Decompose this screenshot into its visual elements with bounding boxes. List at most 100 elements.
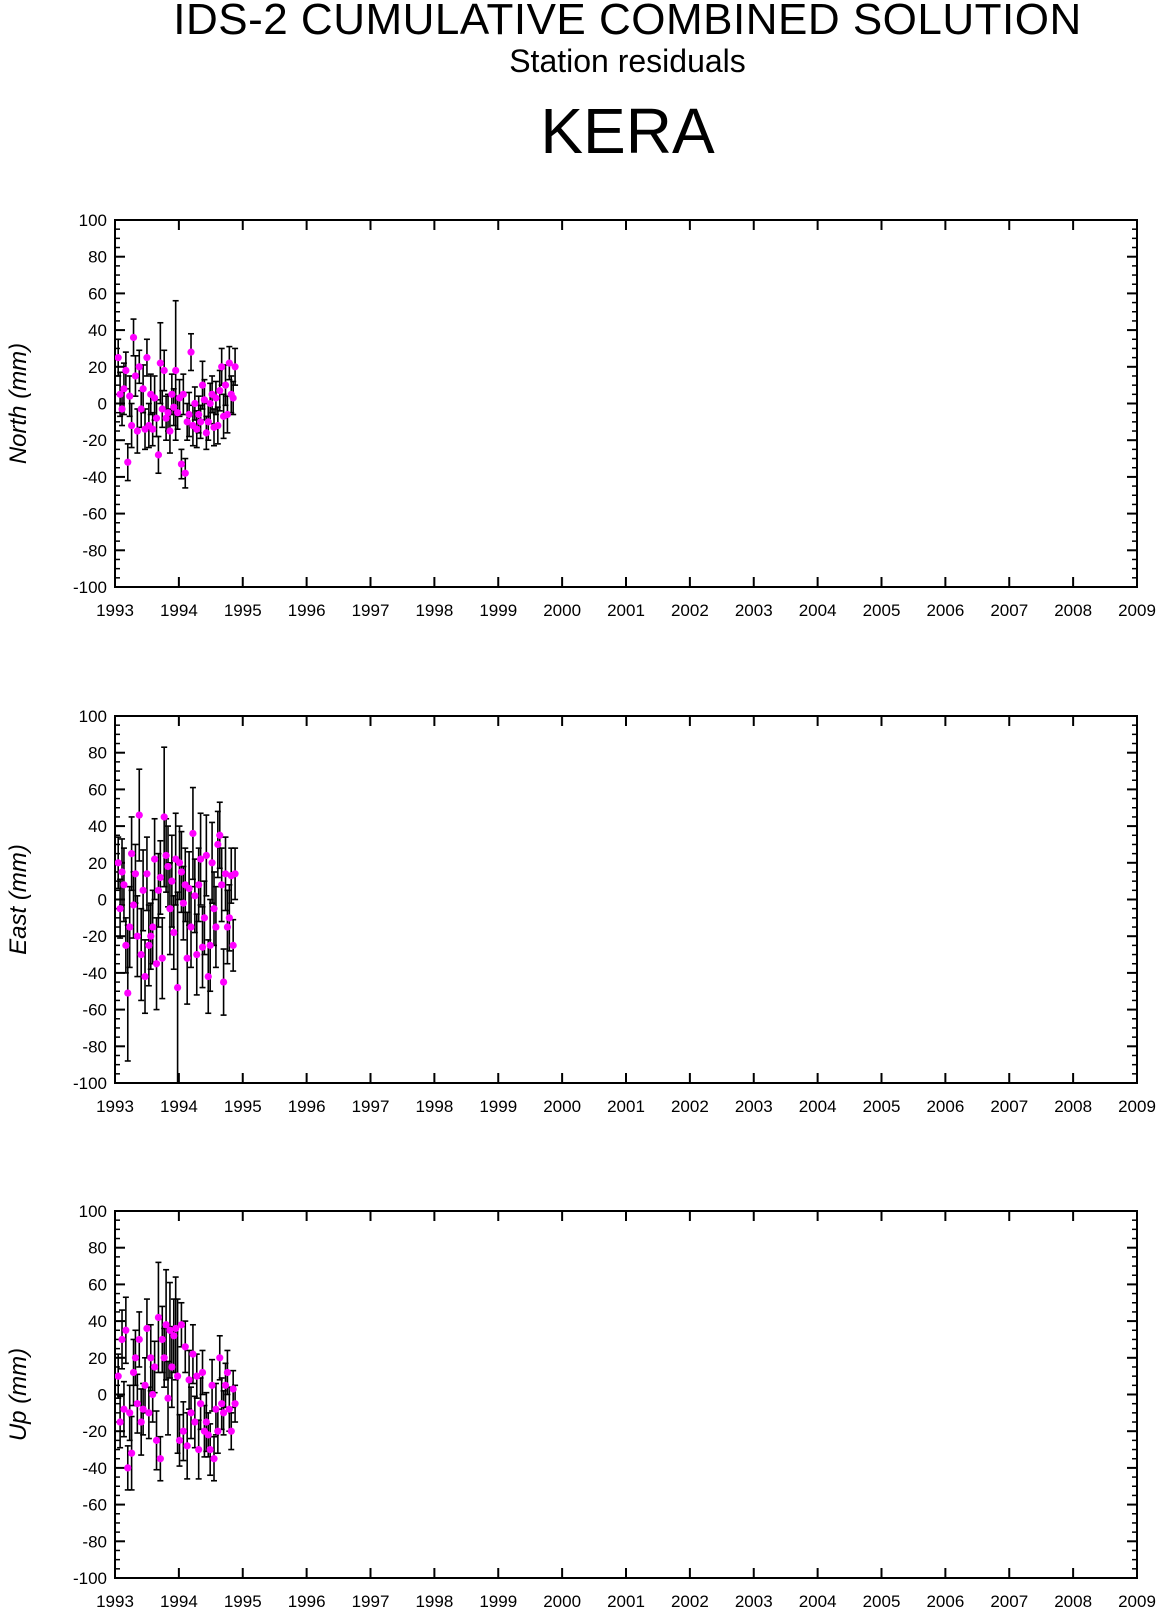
y-tick-label: 20: [88, 358, 107, 377]
data-point: [223, 410, 232, 419]
data-point: [229, 394, 237, 402]
y-tick-label: -60: [82, 505, 107, 524]
data-point: [208, 859, 216, 867]
data-point: [122, 941, 130, 949]
x-tick-label: 2009: [1118, 1097, 1156, 1116]
data-point: [191, 1418, 199, 1426]
data-point: [231, 870, 239, 878]
y-tick-label: -80: [82, 1037, 107, 1056]
x-tick-label: 1998: [415, 1097, 453, 1116]
data-point: [219, 978, 228, 986]
data-point: [195, 1445, 203, 1454]
data-layer: [115, 299, 239, 489]
data-point: [139, 1405, 147, 1413]
data-point: [124, 989, 132, 997]
x-tick-label: 2004: [799, 601, 837, 620]
data-point: [206, 941, 214, 949]
data-point: [122, 366, 130, 375]
data-point: [152, 414, 161, 422]
x-tick-label: 1994: [160, 1592, 198, 1611]
data-point: [143, 1324, 151, 1333]
data-point: [195, 881, 203, 889]
data-point: [118, 1335, 126, 1344]
data-point: [173, 983, 182, 992]
data-point: [200, 396, 209, 404]
data-point: [202, 851, 210, 860]
data-point: [135, 1335, 143, 1344]
data-point: [219, 1409, 228, 1417]
x-tick-label: 2005: [863, 1592, 901, 1611]
data-point: [202, 429, 210, 437]
data-point: [168, 877, 176, 885]
data-point: [231, 1400, 239, 1408]
data-point: [137, 1418, 145, 1426]
data-point: [218, 363, 226, 371]
data-point: [133, 1400, 141, 1408]
data-point: [175, 859, 184, 867]
panel-north: 100 80 60 40 20 0 -20 -40 -60 -80 -100 1993 1994 1995…: [5, 211, 1156, 620]
data-point: [206, 1445, 214, 1454]
x-tick-label: 1996: [288, 1592, 326, 1611]
data-point: [214, 421, 222, 430]
data-point: [168, 1363, 176, 1371]
data-point: [133, 427, 141, 435]
y-tick-label: -20: [82, 431, 107, 450]
data-point: [212, 923, 220, 931]
y-tick-label: -100: [73, 1074, 107, 1093]
data-point: [210, 905, 218, 913]
data-point: [164, 1394, 172, 1402]
data-layer: [115, 746, 239, 1083]
data-point: [154, 1313, 163, 1322]
data-point: [116, 1418, 124, 1426]
x-tick-label: 2001: [607, 601, 645, 620]
data-point: [170, 928, 178, 937]
data-point: [189, 829, 197, 838]
data-point: [225, 914, 233, 922]
y-tick-label: -40: [82, 1459, 107, 1478]
data-point: [185, 1376, 193, 1384]
x-tick-label: 1995: [224, 1592, 262, 1611]
data-point: [152, 960, 161, 968]
y-tick-label: 60: [88, 284, 107, 303]
data-point: [204, 1431, 212, 1439]
data-point: [216, 831, 224, 839]
data-point: [212, 1405, 220, 1413]
data-point: [116, 905, 124, 913]
data-point: [152, 1436, 161, 1444]
y-tick-label: -100: [73, 578, 107, 597]
data-point: [193, 425, 201, 433]
data-point: [179, 899, 187, 907]
data-point: [139, 385, 147, 393]
y-tick-label: 100: [79, 1202, 107, 1221]
data-point: [156, 873, 164, 882]
data-point: [181, 469, 189, 477]
x-tick-label: 2000: [543, 1592, 581, 1611]
x-tick-label: 2007: [990, 601, 1028, 620]
data-point: [173, 409, 182, 417]
data-point: [187, 1409, 195, 1417]
data-point: [149, 1390, 157, 1399]
data-point: [154, 451, 163, 459]
data-point: [137, 405, 145, 413]
data-point: [193, 1372, 201, 1380]
data-point: [196, 855, 205, 863]
data-point: [218, 1400, 226, 1408]
data-point: [166, 905, 174, 913]
y-tick-label: -100: [73, 1569, 107, 1588]
data-point: [116, 390, 124, 398]
data-point: [179, 1427, 187, 1435]
data-point: [206, 399, 214, 408]
x-tick-label: 2004: [799, 1592, 837, 1611]
data-point: [147, 932, 155, 940]
chart-subtitle: Station residuals: [509, 43, 746, 79]
station-name: KERA: [540, 95, 715, 167]
data-point: [195, 410, 203, 419]
x-tick-label: 1999: [479, 601, 517, 620]
data-point: [164, 862, 172, 871]
x-tick-label: 2007: [990, 1592, 1028, 1611]
x-tick-label: 2006: [926, 1097, 964, 1116]
data-point: [128, 1449, 136, 1457]
data-point: [158, 954, 166, 962]
data-point: [170, 403, 178, 411]
